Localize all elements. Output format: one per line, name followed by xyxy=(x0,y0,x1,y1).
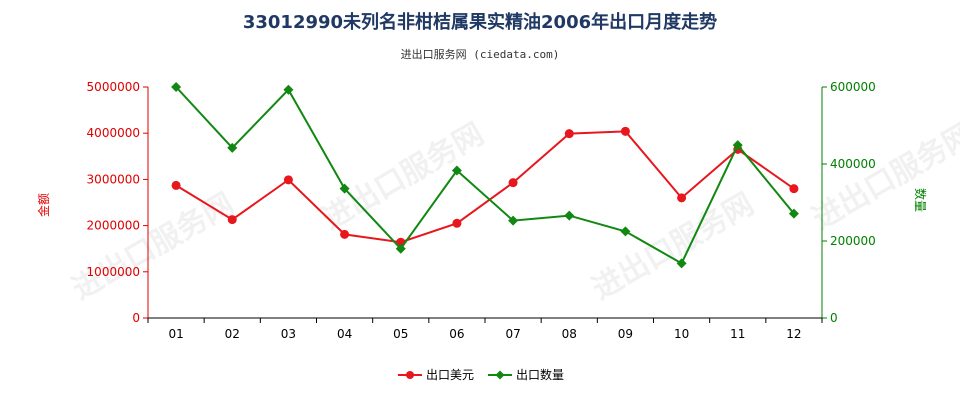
chart-title: 33012990未列名非柑桔属果实精油2006年出口月度走势 xyxy=(243,11,717,33)
usd-point xyxy=(171,180,181,190)
right-tick-label: 600000 xyxy=(830,80,876,94)
usd-point xyxy=(620,126,630,136)
watermark-2: 进出口服务网 xyxy=(587,187,760,307)
x-tick-label: 10 xyxy=(674,327,689,341)
usd-point xyxy=(227,215,237,225)
legend-marker-1 xyxy=(495,370,505,380)
x-tick-label: 02 xyxy=(225,327,240,341)
x-tick-label: 03 xyxy=(281,327,296,341)
left-tick-label: 3000000 xyxy=(87,172,140,186)
quantity-point xyxy=(227,142,238,153)
usd-point xyxy=(340,229,350,239)
legend: 出口美元 出口数量 xyxy=(398,367,564,382)
legend-label-1: 出口数量 xyxy=(516,367,564,382)
left-tick-label: 2000000 xyxy=(87,219,140,233)
x-tick-label: 06 xyxy=(449,327,464,341)
left-axis-label: 金额 xyxy=(36,193,51,217)
usd-point xyxy=(452,218,462,228)
quantity-point xyxy=(732,140,743,151)
series-layer xyxy=(171,82,799,269)
axes xyxy=(143,86,827,323)
quantity-point xyxy=(788,208,799,219)
quantity-point xyxy=(339,183,350,194)
legend-label-0: 出口美元 xyxy=(426,368,474,382)
quantity-point xyxy=(395,243,406,254)
quantity-point xyxy=(620,226,631,237)
usd-point xyxy=(283,175,293,185)
legend-marker-0 xyxy=(406,371,414,379)
right-tick-label: 0 xyxy=(830,311,838,325)
left-tick-label: 5000000 xyxy=(87,80,140,94)
x-tick-label: 08 xyxy=(562,327,577,341)
tick-labels: 0100000020000003000000400000050000000200… xyxy=(87,80,876,341)
usd-point xyxy=(789,184,799,194)
quantity-point xyxy=(451,165,462,176)
x-tick-label: 11 xyxy=(730,327,745,341)
usd-point xyxy=(564,129,574,139)
usd-point xyxy=(508,178,518,188)
watermark-0: 进出口服务网 xyxy=(67,187,240,307)
right-tick-label: 400000 xyxy=(830,157,876,171)
series-line-quantity xyxy=(175,86,795,265)
right-axis-label: 数量 xyxy=(913,188,928,212)
usd-point xyxy=(677,193,687,203)
chart-subtitle: 进出口服务网 (ciedata.com) xyxy=(401,47,560,61)
x-tick-label: 04 xyxy=(337,327,352,341)
quantity-point xyxy=(283,84,294,95)
watermark-3: 进出口服务网 xyxy=(807,117,960,237)
left-tick-label: 4000000 xyxy=(87,126,140,140)
x-tick-label: 01 xyxy=(168,327,183,341)
left-tick-label: 0 xyxy=(132,311,140,325)
quantity-point xyxy=(676,258,687,269)
quantity-point xyxy=(508,215,519,226)
x-tick-label: 07 xyxy=(505,327,520,341)
left-tick-label: 1000000 xyxy=(87,265,140,279)
right-tick-label: 200000 xyxy=(830,234,876,248)
series-line-usd xyxy=(175,130,795,244)
x-tick-label: 05 xyxy=(393,327,408,341)
quantity-point xyxy=(171,82,182,92)
quantity-point xyxy=(564,210,575,221)
x-tick-label: 09 xyxy=(618,327,633,341)
x-tick-label: 12 xyxy=(786,327,801,341)
